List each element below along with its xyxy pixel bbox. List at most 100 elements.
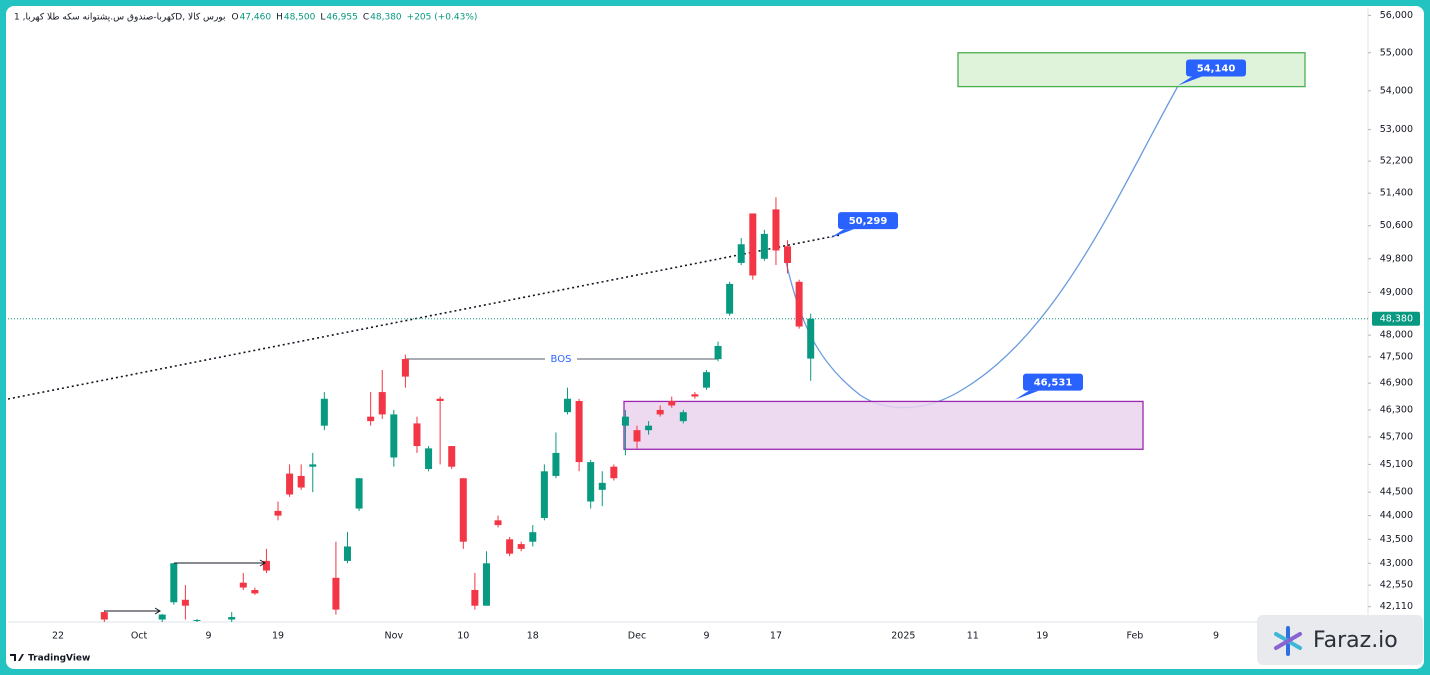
candle-body	[459, 478, 467, 542]
panel	[6, 6, 1424, 669]
candle-body	[425, 448, 433, 469]
y-tick-label: 50,600	[1380, 220, 1413, 231]
x-tick-label: Oct	[131, 631, 148, 642]
candle-body	[251, 589, 259, 594]
y-tick-label: 45,700	[1380, 431, 1413, 442]
y-tick-label: 55,000	[1380, 47, 1413, 58]
candle-body	[795, 281, 803, 327]
arrow-head	[259, 559, 266, 567]
y-tick-label: 49,000	[1380, 287, 1413, 298]
candle-body	[413, 423, 421, 447]
y-tick-label: 46,900	[1380, 378, 1413, 389]
ohlc-key: C	[363, 13, 369, 23]
y-tick-label: 42,550	[1380, 580, 1413, 591]
candle-body	[772, 209, 780, 251]
candle-body	[645, 425, 653, 431]
callout-label: 46,531	[1034, 378, 1073, 389]
bos-label: BOS	[551, 354, 572, 365]
ohlc-key: H	[276, 13, 283, 23]
symbol: کهربا-صندوق س.پشتوانه سکه طلا کهربا, 1D,…	[14, 13, 225, 23]
candle-body	[436, 398, 444, 401]
candle-body	[506, 539, 514, 554]
candle-body	[552, 452, 560, 476]
zone	[623, 400, 1144, 450]
x-tick-label: 9	[206, 631, 212, 642]
callout-pointer	[830, 229, 854, 239]
ohlc-value: 48,380	[370, 13, 402, 23]
y-tick-label: 45,100	[1380, 459, 1413, 470]
plot: 42,110 42,550 43,000 43,500 44,000 44,500 45,1…	[8, 10, 1420, 642]
x-tick-label: Nov	[385, 631, 404, 642]
x-tick-label: 11	[967, 631, 979, 642]
candle-body	[390, 414, 398, 458]
candle-body	[274, 510, 282, 516]
candle-body	[656, 409, 664, 415]
candle-body	[494, 520, 502, 526]
candle-body	[598, 482, 606, 490]
y-tick-label: 49,800	[1380, 253, 1413, 264]
candle-body	[239, 582, 247, 588]
candle-body	[529, 532, 537, 542]
candle-body	[228, 617, 236, 620]
x-tick-label: 22	[52, 631, 64, 642]
candle-body	[320, 398, 328, 426]
candle-body	[297, 475, 305, 488]
y-tick-label: 43,500	[1380, 534, 1413, 545]
ohlc-key: O	[231, 13, 238, 23]
y-tick-label: 56,000	[1380, 10, 1413, 21]
candle-body	[737, 244, 745, 263]
zone	[957, 52, 1306, 88]
arrow-head	[154, 607, 161, 615]
x-tick-label: 10	[457, 631, 469, 642]
y-tick-label: 47,500	[1380, 351, 1413, 362]
candle-body	[158, 614, 166, 620]
candle-body	[309, 464, 317, 467]
candle-body	[367, 416, 375, 422]
y-tick-label: 44,500	[1380, 487, 1413, 498]
ohlc-value: 47,460	[240, 13, 272, 23]
logo-mark	[10, 654, 24, 661]
y-tick-label: 44,000	[1380, 510, 1413, 521]
candle-body	[482, 563, 490, 606]
trend-line	[7, 234, 841, 400]
y-tick-label: 51,400	[1380, 188, 1413, 199]
candle-body	[668, 400, 676, 406]
candle-body	[344, 546, 351, 561]
candle-body	[679, 412, 687, 422]
x-tick-label: Feb	[1127, 631, 1144, 642]
brand-icon	[1274, 626, 1302, 656]
x-tick-label: 2025	[891, 631, 915, 642]
candle-body	[691, 394, 699, 397]
projection-path	[785, 85, 1179, 409]
ohlc-key: L	[320, 13, 325, 23]
callout-box	[1186, 59, 1246, 77]
candle-body	[170, 563, 178, 603]
x-tick-label: 19	[1036, 631, 1048, 642]
candle-body	[517, 544, 525, 549]
candle-body	[784, 246, 792, 263]
y-tick-label: 42,110	[1380, 601, 1413, 612]
candle-body	[193, 620, 201, 622]
brand-name: Faraz.io	[1313, 628, 1398, 653]
x-tick-label: 9	[703, 631, 709, 642]
candle-body	[702, 372, 710, 388]
brand-badge: Faraz.io	[1257, 615, 1423, 665]
tradingview-logo: TradingView	[10, 654, 90, 664]
candle-body	[587, 462, 595, 502]
x-tick-label: 9	[1213, 631, 1219, 642]
candle-body	[448, 446, 456, 467]
candle-body	[401, 359, 409, 377]
candle-body	[633, 430, 641, 442]
badge-bg	[1257, 615, 1423, 665]
callout-box	[1023, 373, 1083, 391]
candle-body	[332, 577, 340, 610]
x-tick-label: Dec	[628, 631, 646, 642]
ohlc-value: 46,955	[326, 13, 358, 23]
candle-body	[100, 612, 108, 620]
watermark: TradingView	[28, 654, 90, 664]
y-tick-label: 48,000	[1380, 330, 1413, 341]
candle-body	[471, 589, 479, 606]
y-tick-label: 52,200	[1380, 156, 1413, 167]
candle-body	[262, 560, 270, 571]
